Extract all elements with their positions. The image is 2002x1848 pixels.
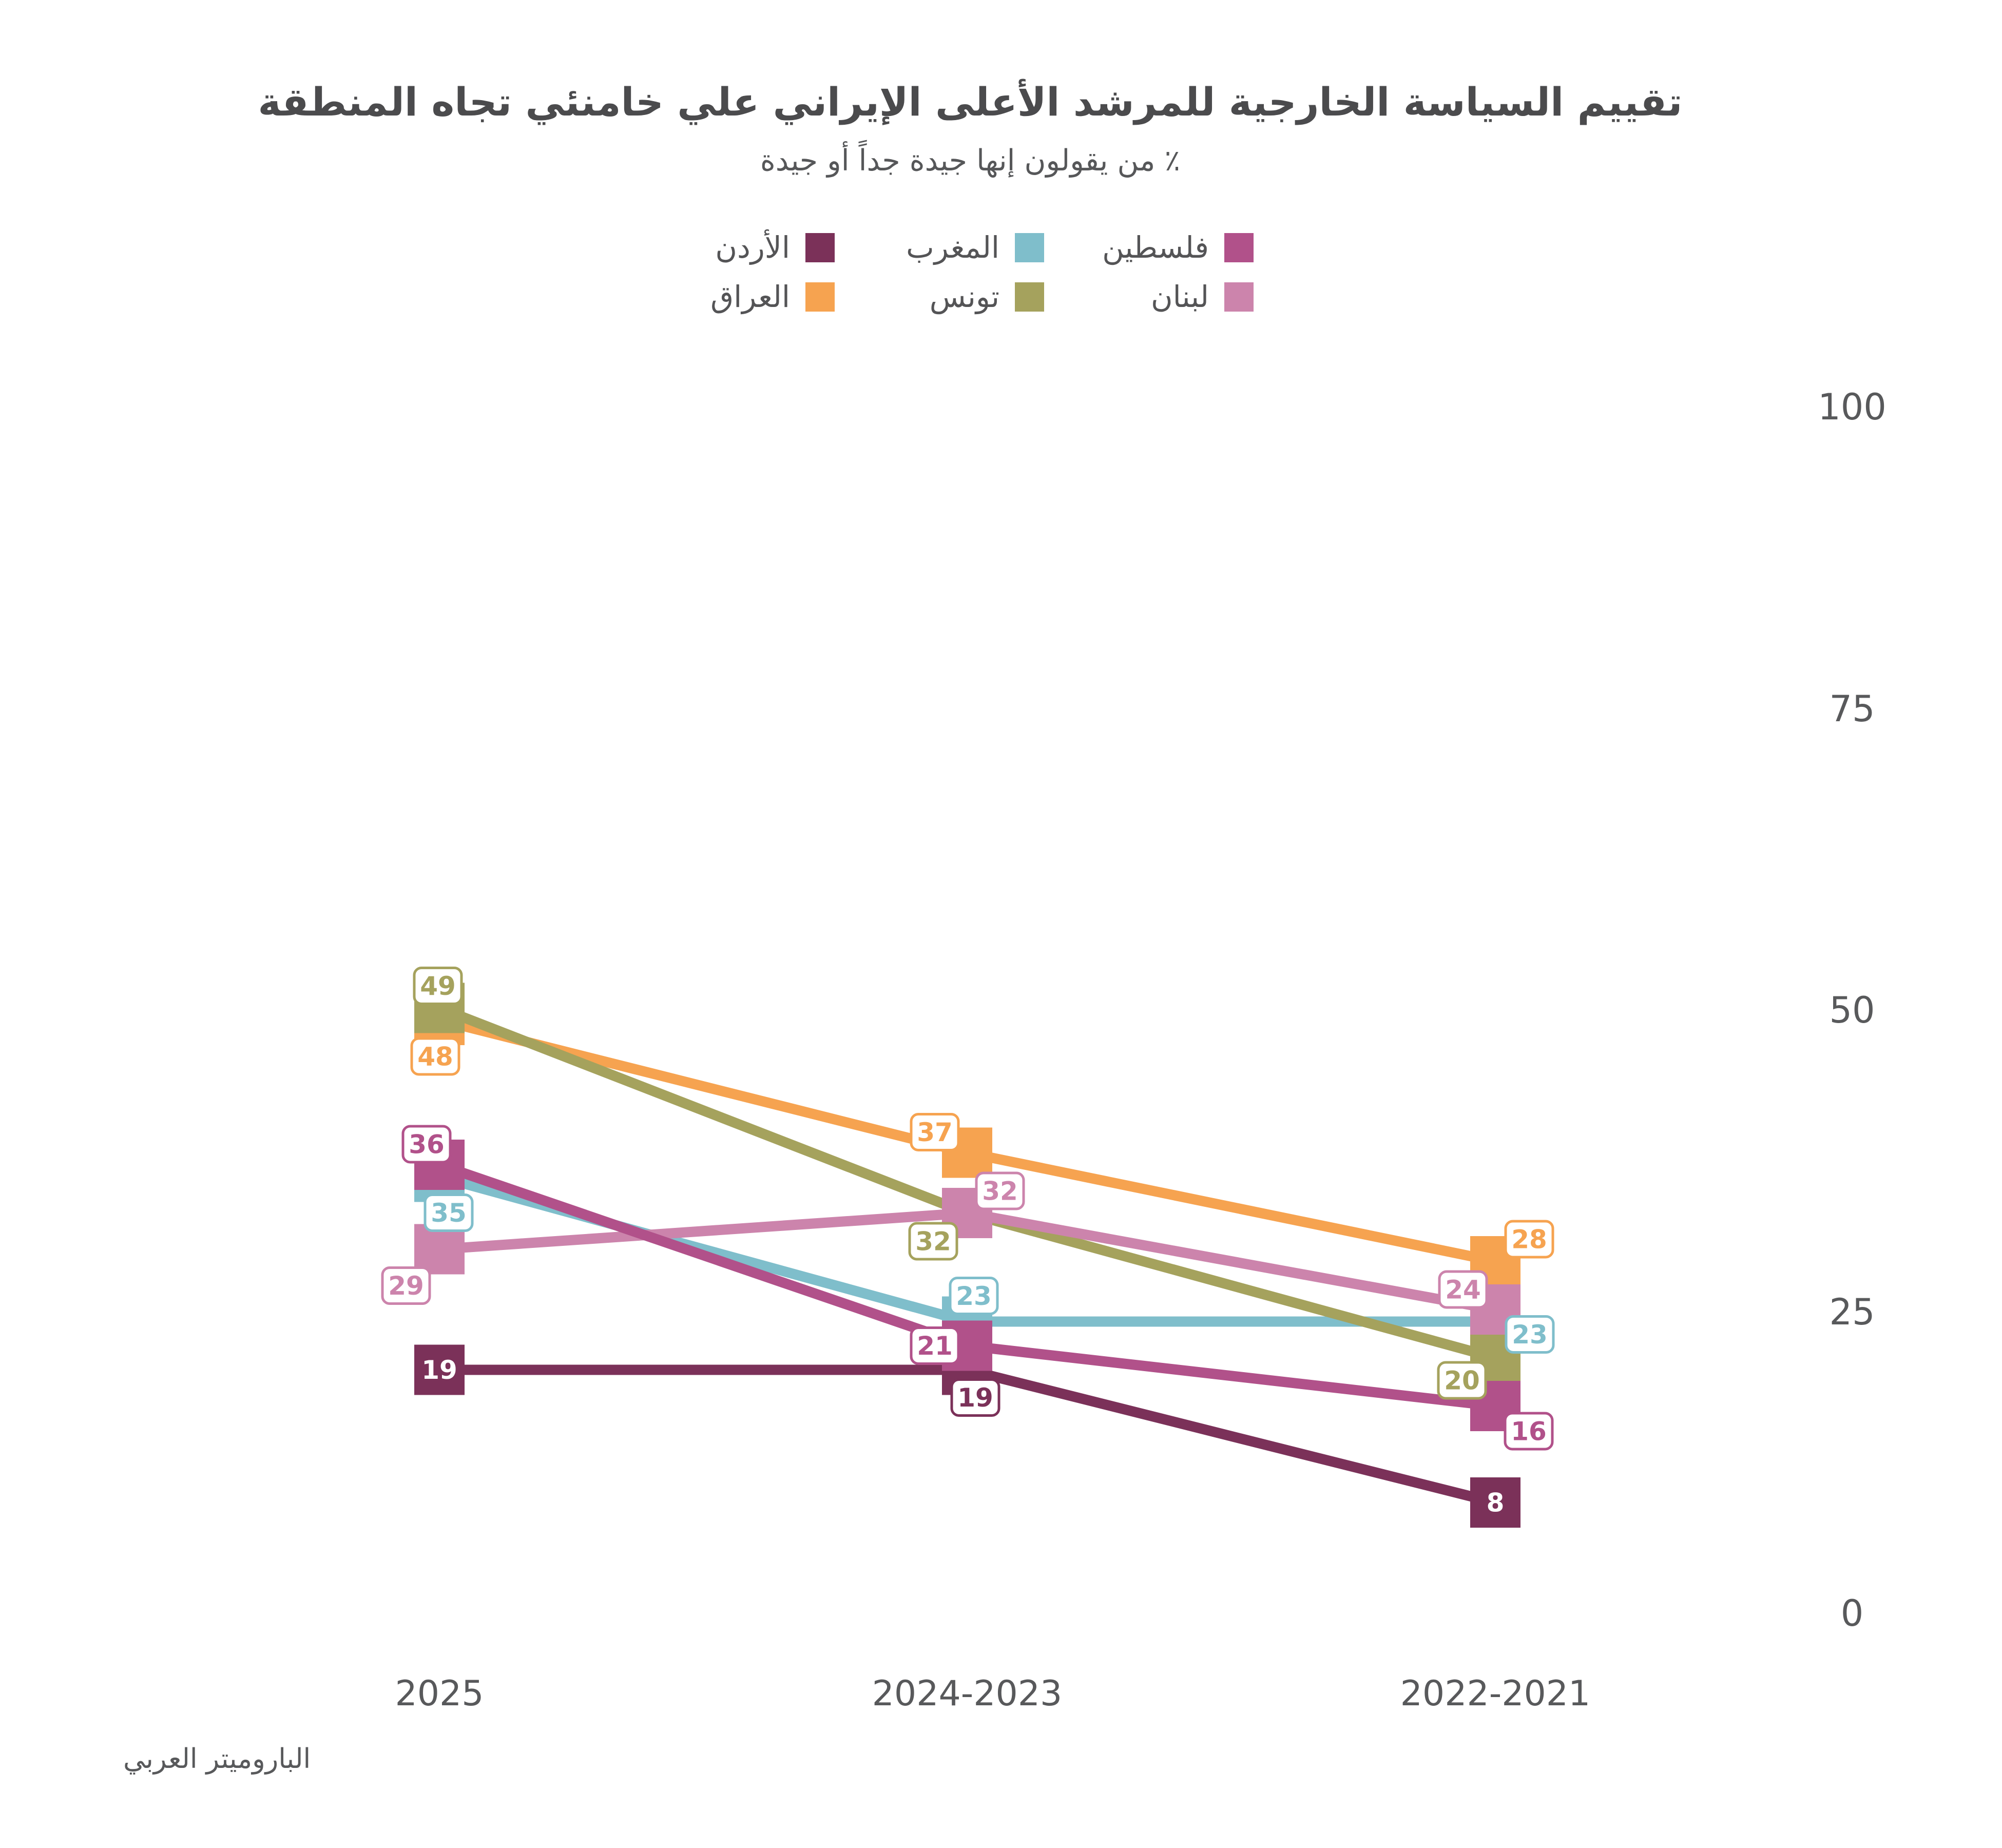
point-label-palestine-1: 21 (917, 1331, 953, 1361)
legend-item-palestine: فلسطين (1044, 233, 1254, 262)
point-marker-jordan-0[interactable] (414, 1344, 465, 1395)
chart-subtitle: ٪ من يقولون إنها جيدة جداً أو جيدة (760, 143, 1181, 178)
point-label-lebanon-2: 24 (1445, 1275, 1481, 1305)
point-label-palestine-2: 16 (1511, 1417, 1547, 1447)
point-label-palestine-0: 36 (409, 1130, 445, 1160)
point-label-jordan-2: 8 (1487, 1488, 1505, 1518)
y-axis-tick-75: 75 (1829, 687, 1875, 730)
legend-item-lebanon: لبنان (1044, 282, 1254, 312)
point-label-box-tunisia-2 (1437, 1361, 1487, 1400)
point-label-box-morocco-2 (1505, 1315, 1555, 1354)
y-axis-tick-25: 25 (1829, 1291, 1875, 1333)
legend: فلسطين المغرب الأردن لبنان تونس العراق (625, 233, 1254, 312)
point-label-box-iraq-1 (910, 1113, 960, 1151)
legend-item-jordan: الأردن (625, 233, 835, 262)
point-label-box-jordan-1 (950, 1378, 1000, 1417)
legend-swatch-tunisia (1015, 282, 1044, 312)
legend-label-tunisia: تونس (929, 279, 999, 314)
y-axis-tick-100: 100 (1818, 386, 1886, 428)
point-label-jordan-0: 19 (421, 1355, 457, 1385)
y-axis-tick-50: 50 (1829, 989, 1875, 1031)
x-axis-tick-2: 2022-2021 (1400, 1673, 1591, 1714)
point-label-box-palestine-0 (401, 1125, 452, 1164)
legend-item-iraq: العراق (625, 282, 835, 312)
legend-label-palestine: فلسطين (1102, 230, 1209, 265)
point-label-box-iraq-0 (410, 1037, 460, 1076)
legend-row-2: لبنان تونس العراق (625, 282, 1254, 312)
source-label: الباروميتر العربي (123, 1743, 311, 1775)
legend-item-morocco: المغرب (835, 233, 1044, 262)
point-label-tunisia-0: 49 (420, 971, 456, 1001)
point-marker-jordan-2[interactable] (1470, 1477, 1520, 1528)
point-label-lebanon-1: 32 (982, 1177, 1018, 1206)
point-label-iraq-1: 37 (917, 1118, 953, 1147)
legend-label-iraq: العراق (710, 279, 790, 314)
legend-row-1: فلسطين المغرب الأردن (625, 233, 1254, 262)
legend-label-lebanon: لبنان (1151, 279, 1209, 314)
legend-label-jordan: الأردن (715, 230, 790, 265)
point-label-tunisia-2: 20 (1444, 1366, 1480, 1396)
legend-swatch-lebanon (1224, 282, 1254, 312)
point-label-jordan-1: 19 (957, 1383, 993, 1413)
chart-header: تقييم السياسة الخارجية للمرشد الأعلى الإ… (0, 0, 1940, 178)
point-label-iraq-0: 48 (417, 1042, 453, 1072)
legend-item-tunisia: تونس (835, 282, 1044, 312)
point-label-morocco-1: 23 (956, 1281, 992, 1311)
point-label-box-lebanon-2 (1438, 1270, 1488, 1309)
point-label-lebanon-0: 29 (388, 1271, 424, 1301)
point-label-box-iraq-2 (1504, 1220, 1554, 1259)
chart-title: تقييم السياسة الخارجية للمرشد الأعلى الإ… (258, 79, 1683, 125)
legend-swatch-jordan (805, 233, 835, 262)
x-axis-tick-1: 2024-2023 (872, 1673, 1063, 1714)
point-label-iraq-2: 28 (1511, 1225, 1547, 1255)
point-label-box-tunisia-1 (908, 1222, 958, 1261)
legend-swatch-palestine (1224, 233, 1254, 262)
y-axis-tick-0: 0 (1840, 1592, 1864, 1634)
legend-swatch-morocco (1015, 233, 1044, 262)
x-axis-tick-0: 2025 (395, 1673, 484, 1714)
point-label-morocco-0: 35 (431, 1198, 467, 1228)
point-marker-lebanon-0[interactable] (414, 1224, 465, 1275)
point-label-box-morocco-0 (424, 1194, 474, 1232)
point-label-tunisia-1: 32 (915, 1227, 951, 1257)
legend-label-morocco: المغرب (906, 230, 999, 265)
legend-swatch-iraq (805, 282, 835, 312)
point-label-box-lebanon-1 (975, 1171, 1025, 1210)
point-label-box-lebanon-0 (381, 1266, 431, 1305)
point-label-morocco-2: 23 (1512, 1320, 1548, 1350)
point-label-box-tunisia-0 (413, 967, 463, 1005)
point-label-box-palestine-2 (1504, 1412, 1554, 1451)
point-label-box-palestine-1 (910, 1326, 960, 1365)
point-label-box-morocco-1 (949, 1277, 999, 1315)
